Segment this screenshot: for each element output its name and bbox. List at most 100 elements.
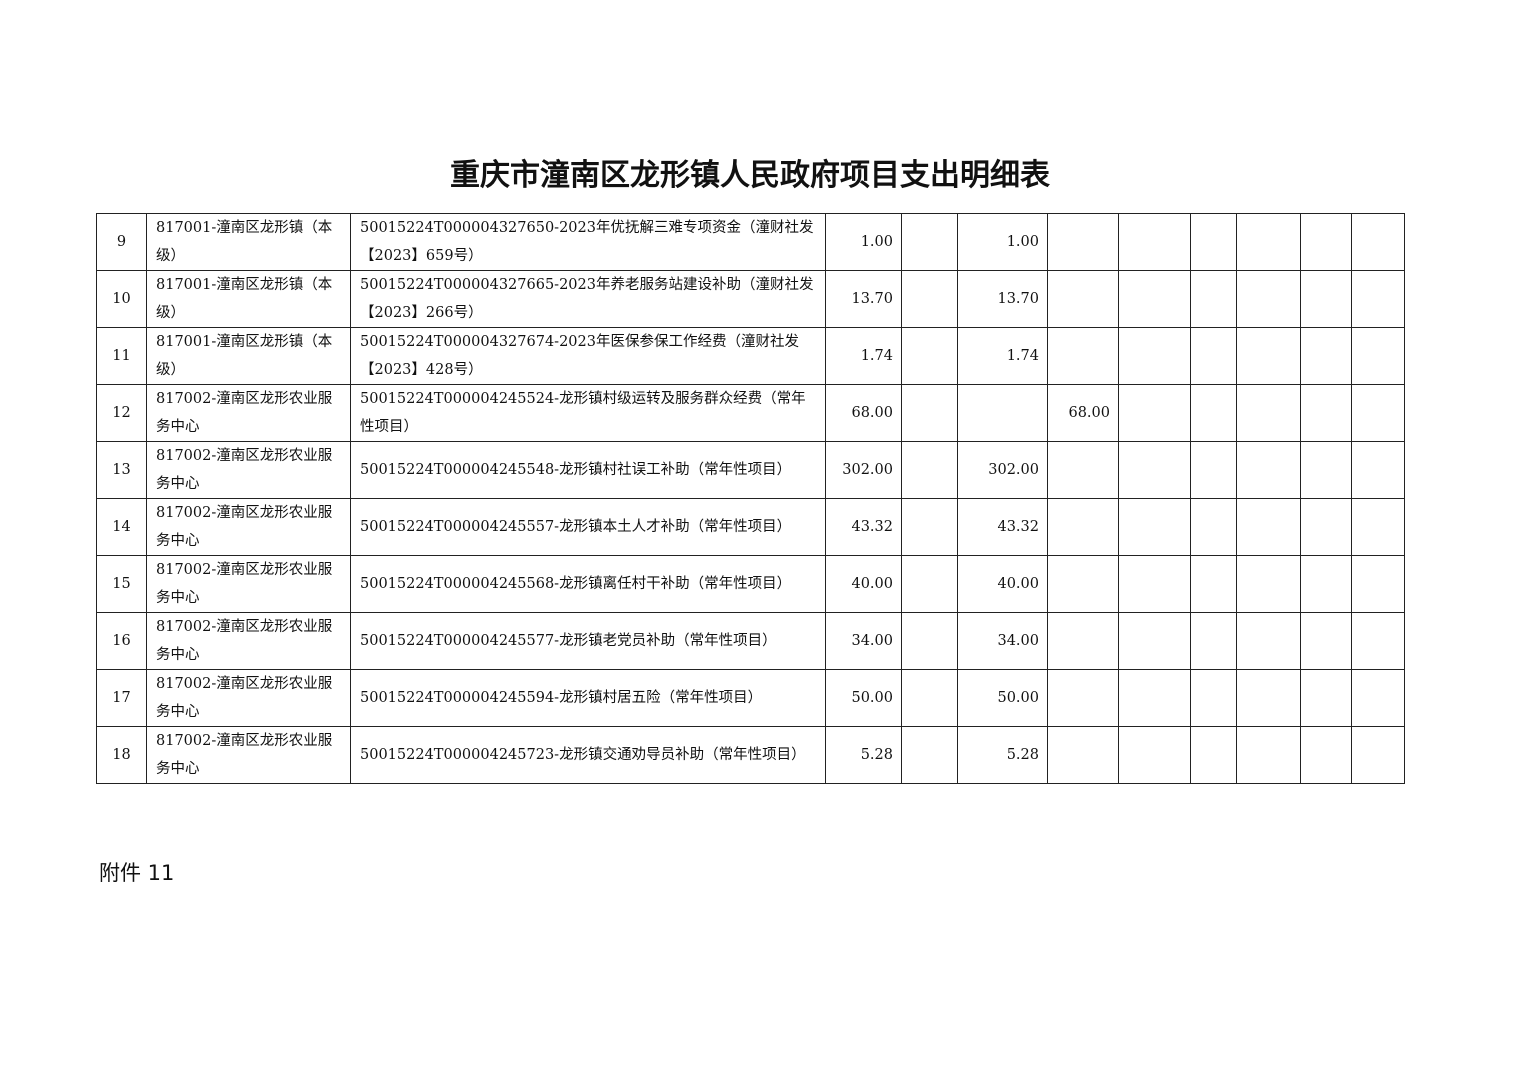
- amount-col-3-cell: 13.70: [957, 270, 1048, 328]
- amount-col-2-cell: [901, 441, 958, 499]
- amount-col-8-cell: [1300, 612, 1352, 670]
- amount-col-7-cell: [1236, 612, 1301, 670]
- amount-col-9-cell: [1351, 270, 1405, 328]
- amount-col-9-cell: [1351, 612, 1405, 670]
- table-row: 10 817001-潼南区龙形镇（本级） 50015224T000004327665…: [96, 270, 1405, 328]
- amount-col-5-cell: [1118, 327, 1191, 385]
- table-row: 12 817002-潼南区龙形农业服务中心 50015224T00000424552…: [96, 384, 1405, 442]
- amount-col-9-cell: [1351, 726, 1405, 784]
- total-amount-cell: 40.00: [825, 555, 902, 613]
- page-title: 重庆市潼南区龙形镇人民政府项目支出明细表: [450, 158, 1050, 193]
- amount-col-4-cell: [1047, 441, 1119, 499]
- table-row: 9 817001-潼南区龙形镇（本级） 50015224T000004327650-…: [96, 213, 1405, 271]
- total-amount-cell: 5.28: [825, 726, 902, 784]
- amount-col-8-cell: [1300, 669, 1352, 727]
- amount-col-9-cell: [1351, 498, 1405, 556]
- amount-col-4-cell: [1047, 498, 1119, 556]
- amount-col-2-cell: [901, 213, 958, 271]
- unit-name-cell: 817001-潼南区龙形镇（本级）: [146, 327, 351, 385]
- project-name-cell: 50015224T000004245723-龙形镇交通劝导员补助（常年性项目）: [350, 726, 826, 784]
- total-amount-cell: 34.00: [825, 612, 902, 670]
- row-number-cell: 9: [96, 213, 147, 271]
- amount-col-2-cell: [901, 327, 958, 385]
- project-name-cell: 50015224T000004245568-龙形镇离任村干补助（常年性项目）: [350, 555, 826, 613]
- row-number-cell: 11: [96, 327, 147, 385]
- amount-col-4-cell: [1047, 555, 1119, 613]
- amount-col-3-cell: 34.00: [957, 612, 1048, 670]
- total-amount-cell: 43.32: [825, 498, 902, 556]
- project-name-cell: 50015224T000004327650-2023年优抚解三难专项资金（潼财社…: [350, 213, 826, 271]
- unit-name-cell: 817001-潼南区龙形镇（本级）: [146, 213, 351, 271]
- amount-col-9-cell: [1351, 384, 1405, 442]
- amount-col-4-cell: [1047, 327, 1119, 385]
- total-amount-cell: 50.00: [825, 669, 902, 727]
- amount-col-7-cell: [1236, 384, 1301, 442]
- amount-col-6-cell: [1190, 555, 1237, 613]
- row-number-cell: 17: [96, 669, 147, 727]
- amount-col-7-cell: [1236, 213, 1301, 271]
- table-row: 11 817001-潼南区龙形镇（本级） 50015224T000004327674…: [96, 327, 1405, 385]
- amount-col-7-cell: [1236, 270, 1301, 328]
- project-name-cell: 50015224T000004245577-龙形镇老党员补助（常年性项目）: [350, 612, 826, 670]
- amount-col-9-cell: [1351, 213, 1405, 271]
- amount-col-4-cell: 68.00: [1047, 384, 1119, 442]
- unit-name-cell: 817002-潼南区龙形农业服务中心: [146, 726, 351, 784]
- amount-col-8-cell: [1300, 384, 1352, 442]
- amount-col-2-cell: [901, 669, 958, 727]
- table-row: 14 817002-潼南区龙形农业服务中心 50015224T00000424555…: [96, 498, 1405, 556]
- amount-col-9-cell: [1351, 327, 1405, 385]
- amount-col-2-cell: [901, 384, 958, 442]
- expenditure-table: 9 817001-潼南区龙形镇（本级） 50015224T000004327650-…: [96, 213, 1405, 784]
- amount-col-8-cell: [1300, 498, 1352, 556]
- amount-col-8-cell: [1300, 213, 1352, 271]
- amount-col-8-cell: [1300, 441, 1352, 499]
- amount-col-3-cell: 1.00: [957, 213, 1048, 271]
- amount-col-5-cell: [1118, 441, 1191, 499]
- amount-col-5-cell: [1118, 669, 1191, 727]
- amount-col-3-cell: 50.00: [957, 669, 1048, 727]
- amount-col-6-cell: [1190, 384, 1237, 442]
- amount-col-6-cell: [1190, 669, 1237, 727]
- amount-col-3-cell: 43.32: [957, 498, 1048, 556]
- unit-name-cell: 817002-潼南区龙形农业服务中心: [146, 669, 351, 727]
- amount-col-5-cell: [1118, 213, 1191, 271]
- amount-col-6-cell: [1190, 498, 1237, 556]
- amount-col-7-cell: [1236, 669, 1301, 727]
- amount-col-2-cell: [901, 270, 958, 328]
- amount-col-4-cell: [1047, 612, 1119, 670]
- amount-col-9-cell: [1351, 555, 1405, 613]
- total-amount-cell: 13.70: [825, 270, 902, 328]
- unit-name-cell: 817001-潼南区龙形镇（本级）: [146, 270, 351, 328]
- amount-col-4-cell: [1047, 270, 1119, 328]
- total-amount-cell: 1.74: [825, 327, 902, 385]
- row-number-cell: 10: [96, 270, 147, 328]
- amount-col-7-cell: [1236, 726, 1301, 784]
- project-name-cell: 50015224T000004245524-龙形镇村级运转及服务群众经费（常年性…: [350, 384, 826, 442]
- amount-col-7-cell: [1236, 327, 1301, 385]
- amount-col-8-cell: [1300, 555, 1352, 613]
- table-row: 17 817002-潼南区龙形农业服务中心 50015224T00000424559…: [96, 669, 1405, 727]
- amount-col-7-cell: [1236, 555, 1301, 613]
- amount-col-4-cell: [1047, 726, 1119, 784]
- amount-col-3-cell: 5.28: [957, 726, 1048, 784]
- project-name-cell: 50015224T000004327674-2023年医保参保工作经费（潼财社发…: [350, 327, 826, 385]
- amount-col-5-cell: [1118, 726, 1191, 784]
- table-row: 16 817002-潼南区龙形农业服务中心 50015224T00000424557…: [96, 612, 1405, 670]
- amount-col-6-cell: [1190, 612, 1237, 670]
- amount-col-7-cell: [1236, 441, 1301, 499]
- amount-col-3-cell: 40.00: [957, 555, 1048, 613]
- amount-col-3-cell: 1.74: [957, 327, 1048, 385]
- row-number-cell: 14: [96, 498, 147, 556]
- table-row: 18 817002-潼南区龙形农业服务中心 50015224T00000424572…: [96, 726, 1405, 784]
- amount-col-6-cell: [1190, 327, 1237, 385]
- unit-name-cell: 817002-潼南区龙形农业服务中心: [146, 441, 351, 499]
- amount-col-5-cell: [1118, 555, 1191, 613]
- amount-col-5-cell: [1118, 270, 1191, 328]
- amount-col-6-cell: [1190, 726, 1237, 784]
- table-row: 13 817002-潼南区龙形农业服务中心 50015224T00000424554…: [96, 441, 1405, 499]
- project-name-cell: 50015224T000004245594-龙形镇村居五险（常年性项目）: [350, 669, 826, 727]
- unit-name-cell: 817002-潼南区龙形农业服务中心: [146, 555, 351, 613]
- amount-col-6-cell: [1190, 270, 1237, 328]
- unit-name-cell: 817002-潼南区龙形农业服务中心: [146, 612, 351, 670]
- amount-col-9-cell: [1351, 669, 1405, 727]
